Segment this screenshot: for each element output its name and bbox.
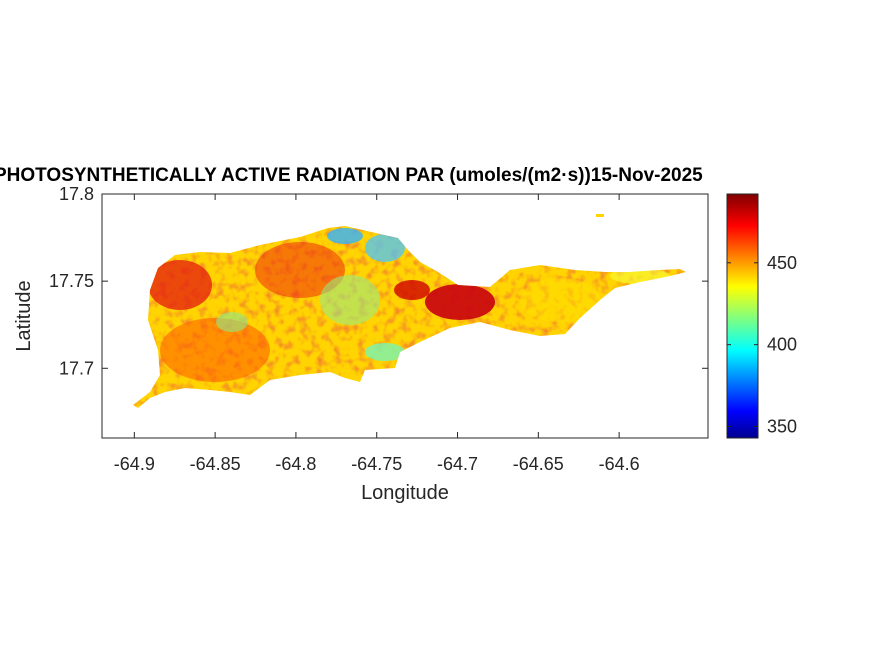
y-tick-label: 17.8 [59, 184, 94, 204]
y-tick-label: 17.7 [59, 358, 94, 378]
colorbar-tick-label: 450 [767, 253, 797, 273]
chart-title: PHOTOSYNTHETICALLY ACTIVE RADIATION PAR … [0, 165, 703, 186]
x-tick-label: -64.6 [599, 454, 640, 474]
islet-marker [596, 214, 604, 217]
y-axis-ticks: 17.7 17.75 17.8 [49, 184, 708, 378]
x-tick-label: -64.7 [437, 454, 478, 474]
x-tick-label: -64.8 [275, 454, 316, 474]
x-tick-label: -64.9 [114, 454, 155, 474]
x-axis-ticks: -64.9 -64.85 -64.8 -64.75 -64.7 -64.65 -64.6 [114, 194, 640, 474]
y-axis-label: Latitude [13, 280, 35, 351]
x-tick-label: -64.75 [351, 454, 402, 474]
colorbar-tick-label: 400 [767, 335, 797, 355]
x-tick-label: -64.65 [513, 454, 564, 474]
y-tick-label: 17.75 [49, 271, 94, 291]
colorbar-tick-label: 350 [767, 417, 797, 437]
colorbar-ticks: 350 400 450 [727, 253, 797, 437]
x-axis-label: Longitude [361, 482, 449, 504]
colorbar [726, 193, 759, 439]
x-tick-label: -64.85 [190, 454, 241, 474]
